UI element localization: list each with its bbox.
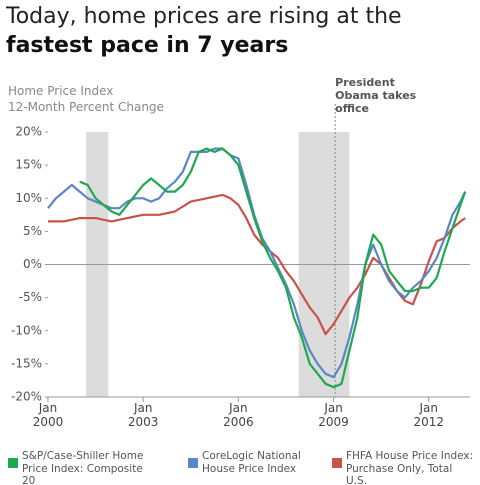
legend-label: CoreLogic National House Price Index bbox=[202, 450, 301, 475]
y-tick-label: -20% bbox=[11, 390, 42, 404]
legend-swatch bbox=[332, 458, 342, 468]
y-tick-label: 0% bbox=[23, 257, 42, 271]
y-tick-label: 10% bbox=[15, 191, 42, 205]
legend-swatch bbox=[8, 458, 18, 468]
x-tick-label: Jan 2003 bbox=[127, 401, 159, 430]
y-tick-label: -10% bbox=[11, 323, 42, 337]
chart-title: Today, home prices are rising at the bbox=[6, 4, 402, 29]
x-tick-label: Jan 2006 bbox=[223, 401, 254, 430]
legend-label: S&P/Case-Shiller Home Price Index: Compo… bbox=[22, 450, 144, 485]
series-line bbox=[79, 147, 467, 389]
x-tick-label: Jan 2000 bbox=[32, 401, 64, 430]
x-tick-label: Jan 2009 bbox=[318, 401, 349, 430]
y-tick-label: -15% bbox=[11, 356, 42, 370]
y-tick-label: 15% bbox=[15, 158, 42, 172]
subtitle: 12-Month Percent Change bbox=[8, 100, 164, 114]
legend-label: FHFA House Price Index: Purchase Only, T… bbox=[346, 450, 474, 485]
series-line bbox=[47, 147, 467, 379]
legend-swatch bbox=[188, 458, 198, 468]
y-tick-label: 20% bbox=[15, 125, 42, 139]
y-axis-label: Home Price Index bbox=[8, 84, 114, 98]
x-tick-label: Jan 2012 bbox=[413, 401, 445, 430]
annotation: President Obama takes office bbox=[335, 76, 417, 116]
y-tick-label: 5% bbox=[23, 224, 42, 238]
y-tick-label: -5% bbox=[19, 290, 42, 304]
chart-title-emphasis: fastest pace in 7 years bbox=[6, 33, 289, 58]
series-line bbox=[48, 193, 466, 336]
